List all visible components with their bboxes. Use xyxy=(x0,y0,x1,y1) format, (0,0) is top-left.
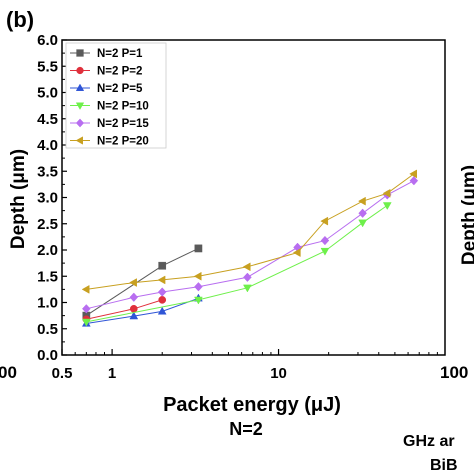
data-point xyxy=(292,248,301,258)
series-line xyxy=(86,180,415,310)
y-tick-label: 5.5 xyxy=(37,58,58,75)
y-axis-ticks: 0.0 0.5 1.0 1.5 2.0 2.5 3.0 3.5 4.0 4.5 5.0 5.5 6.0 xyxy=(37,32,67,364)
series-5 xyxy=(82,176,419,314)
x-axis-ticks: 0.5 1 10 xyxy=(52,349,438,382)
legend-marker xyxy=(76,66,84,75)
series-line xyxy=(86,173,415,290)
data-point xyxy=(82,304,91,314)
y-axis-label: Depth (μm) xyxy=(8,149,29,249)
data-point xyxy=(320,235,330,246)
legend-marker xyxy=(75,102,85,110)
x-tick-label: 10 xyxy=(270,365,287,382)
data-point xyxy=(358,208,367,218)
data-point xyxy=(242,262,251,272)
right-panel-caption-line2: BiB xyxy=(430,457,458,474)
legend-entry-label: N=2 P=20 xyxy=(97,136,149,148)
data-point xyxy=(193,271,202,281)
data-point xyxy=(243,284,252,293)
series-line xyxy=(86,297,199,324)
series-layer xyxy=(81,169,419,327)
data-point xyxy=(382,188,391,198)
legend-box xyxy=(65,42,167,149)
x-tick-label: 1 xyxy=(108,365,116,382)
legend-entry-label: N=2 P=10 xyxy=(97,101,149,113)
data-point xyxy=(157,275,166,285)
legend-entry-label: N=2 P=1 xyxy=(97,48,143,60)
data-point xyxy=(81,284,90,294)
series-4 xyxy=(81,202,392,327)
legend: N=2 P=1 N=2 P=2 N=2 P=5 N=2 P=10 N=2 P=15 N=2… xyxy=(70,48,149,148)
series-3 xyxy=(81,293,203,327)
data-point xyxy=(157,306,167,315)
data-point xyxy=(194,244,203,253)
data-point xyxy=(129,292,139,302)
y-tick-label: 3.5 xyxy=(37,163,58,180)
data-point xyxy=(157,287,167,297)
y-tick-label: 2.5 xyxy=(37,216,58,233)
y-tick-label: 1.0 xyxy=(37,295,58,312)
right-panel-y-axis-label: Depth (μm) xyxy=(459,165,474,265)
panel-label: (b) xyxy=(6,7,34,32)
series-6 xyxy=(81,169,417,294)
data-point xyxy=(194,282,203,292)
data-point xyxy=(320,247,330,256)
data-point xyxy=(358,219,368,228)
legend-entry-label: N=2 P=5 xyxy=(97,83,143,95)
legend-marker xyxy=(76,49,84,57)
y-tick-label: 4.0 xyxy=(37,137,58,154)
y-tick-label: 2.0 xyxy=(37,242,58,259)
data-point xyxy=(357,196,366,206)
right-panel-caption-line1: GHz ar xyxy=(403,433,455,450)
legend-entry-label: N=2 P=2 xyxy=(97,66,142,78)
data-point xyxy=(129,311,139,320)
y-tick-label: 3.0 xyxy=(37,190,58,207)
data-point xyxy=(158,296,167,304)
data-point xyxy=(409,176,419,186)
data-point xyxy=(320,216,329,226)
x-tick-label: 0.5 xyxy=(52,365,73,382)
figure-caption: N=2 xyxy=(229,419,263,439)
data-point xyxy=(158,261,167,270)
legend-marker xyxy=(75,118,85,128)
data-point xyxy=(243,272,252,282)
data-point xyxy=(194,296,203,305)
y-tick-label: 0.5 xyxy=(37,321,58,338)
data-point xyxy=(129,304,138,313)
legend-entry-label: N=2 P=15 xyxy=(97,118,149,130)
right-panel-tick-label: 100 xyxy=(440,363,468,382)
y-tick-label: 6.0 xyxy=(37,32,58,49)
data-point xyxy=(409,169,417,179)
legend-marker xyxy=(75,136,83,145)
data-point xyxy=(129,278,137,287)
series-line xyxy=(86,204,388,323)
y-tick-label: 1.5 xyxy=(37,268,58,285)
y-tick-label: 0.0 xyxy=(37,347,58,364)
left-panel-tick-label: 00 xyxy=(0,363,17,382)
y-tick-label: 4.5 xyxy=(37,111,58,128)
y-tick-label: 5.0 xyxy=(37,85,58,102)
data-point xyxy=(382,202,392,211)
legend-marker xyxy=(75,83,85,91)
x-axis-label: Packet energy (μJ) xyxy=(163,394,341,416)
data-point xyxy=(81,318,91,327)
